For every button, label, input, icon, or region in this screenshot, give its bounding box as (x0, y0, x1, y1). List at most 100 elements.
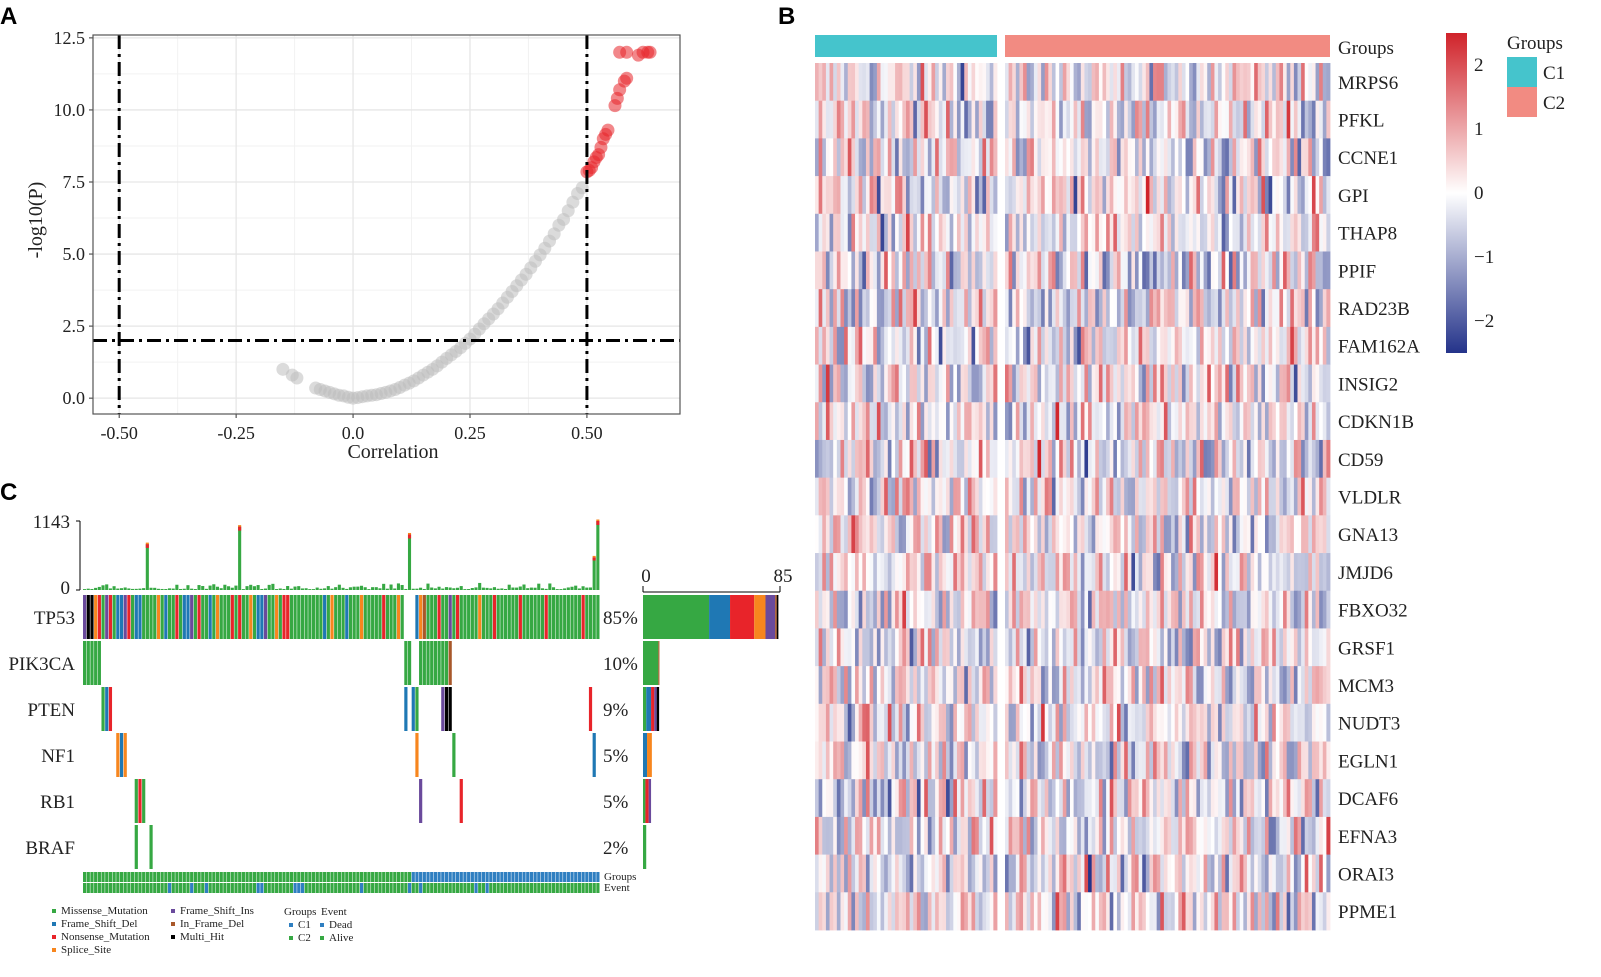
heatmap-cell (1062, 477, 1067, 516)
top-bar (492, 587, 496, 590)
heatmap-cell (1008, 326, 1013, 365)
heatmap-cell (949, 402, 954, 441)
event-annotation-cell (241, 883, 245, 893)
heatmap-cell (1228, 326, 1233, 365)
heatmap-cell (1239, 289, 1244, 328)
heatmap-cell (869, 176, 874, 215)
heatmap-cell (1145, 741, 1150, 780)
heatmap-cell (1113, 63, 1118, 102)
mutation-cell (171, 595, 175, 639)
heatmap-cell (953, 289, 958, 328)
heatmap-cell (1120, 779, 1125, 818)
heatmap-cell (1149, 100, 1154, 139)
heatmap-cell (818, 402, 823, 441)
heatmap-cell (993, 666, 998, 705)
top-bar (334, 587, 338, 590)
heatmap-cell (825, 892, 830, 931)
heatmap-cell (1131, 176, 1136, 215)
groups-annotation-cell (570, 872, 574, 882)
heatmap-cell (1243, 213, 1248, 252)
heatmap-cell (1124, 477, 1129, 516)
heatmap-cell (1290, 779, 1295, 818)
groups-annotation-cell (83, 872, 87, 882)
heatmap-cell (1243, 741, 1248, 780)
heatmap-cell (1163, 138, 1168, 177)
groups-annotation-cell (592, 872, 596, 882)
heatmap-cell (971, 402, 976, 441)
heatmap-cell (1077, 364, 1082, 403)
heatmap-cell (1062, 741, 1067, 780)
top-bar-nonsense-segment (145, 544, 149, 548)
heatmap-cell (1268, 590, 1273, 629)
heatmap-cell (847, 590, 852, 629)
heatmap-cell (1051, 741, 1056, 780)
heatmap-cell (1243, 779, 1248, 818)
heatmap-cell (836, 326, 841, 365)
heatmap-cell (989, 628, 994, 667)
heatmap-cell (1149, 251, 1154, 290)
heatmap-cell (829, 289, 834, 328)
heatmap-cell (1322, 854, 1327, 893)
heatmap-cell (1048, 176, 1053, 215)
heatmap-cell (880, 251, 885, 290)
heatmap-cell (1127, 138, 1132, 177)
heatmap-cell (906, 439, 911, 479)
heatmap-cell (927, 439, 932, 479)
heatmap-cell (1257, 816, 1262, 856)
heatmap-cell (1030, 515, 1035, 554)
heatmap-cell (1059, 553, 1064, 592)
heatmap-cell (876, 251, 881, 290)
heatmap-cell (1048, 854, 1053, 893)
heatmap-cell (1019, 703, 1024, 742)
heatmap-cell (1098, 402, 1103, 441)
heatmap-cell (822, 515, 827, 554)
heatmap-cell (1167, 553, 1172, 592)
heatmap-cell (1005, 439, 1010, 479)
heatmap-cell (1196, 628, 1201, 667)
heatmap-cell (876, 402, 881, 441)
heatmap-cell (993, 477, 998, 516)
heatmap-cell (873, 364, 878, 403)
heatmap-cell (1326, 100, 1331, 139)
heatmap-cell (1308, 439, 1313, 479)
heatmap-cell (1044, 703, 1049, 742)
heatmap-cell (1279, 138, 1284, 177)
groups-annotation-cell (212, 872, 216, 882)
heatmap-cell (1030, 364, 1035, 403)
heatmap-cell (967, 63, 972, 102)
heatmap-cell (978, 666, 983, 705)
heatmap-cell (833, 816, 838, 856)
heatmap-cell (833, 703, 838, 742)
heatmap-cell (1181, 553, 1186, 592)
heatmap-cell (1116, 63, 1121, 102)
heatmap-cell (858, 854, 863, 893)
heatmap-cell (1279, 251, 1284, 290)
heatmap-cell (880, 741, 885, 780)
event-annotation-cell (145, 883, 149, 893)
heatmap-cell (1008, 176, 1013, 215)
heatmap-cell (1059, 326, 1064, 365)
heatmap-cell (902, 816, 907, 856)
heatmap-cell (924, 213, 929, 252)
heatmap-cell (1131, 477, 1136, 516)
heatmap-cell (946, 477, 951, 516)
heatmap-cell (1095, 289, 1100, 328)
heatmap-cell (902, 100, 907, 139)
heatmap-cell (1019, 364, 1024, 403)
heatmap-cell (909, 364, 914, 403)
heatmap-cell (1174, 402, 1179, 441)
heatmap-cell (869, 364, 874, 403)
heatmap-cell (953, 816, 958, 856)
heatmap-cell (938, 364, 943, 403)
heatmap-cell (1272, 553, 1277, 592)
event-annotation-cell (467, 883, 471, 893)
heatmap-cell (993, 590, 998, 629)
mutation-cell (455, 595, 460, 639)
heatmap-cell (1084, 779, 1089, 818)
heatmap-cell (1026, 477, 1031, 516)
gene-label: RAD23B (1338, 299, 1410, 320)
heatmap-cell (1203, 553, 1208, 592)
heatmap-cell (847, 515, 852, 554)
heatmap-cell (1297, 477, 1302, 516)
groups-annotation-cell (275, 872, 279, 882)
